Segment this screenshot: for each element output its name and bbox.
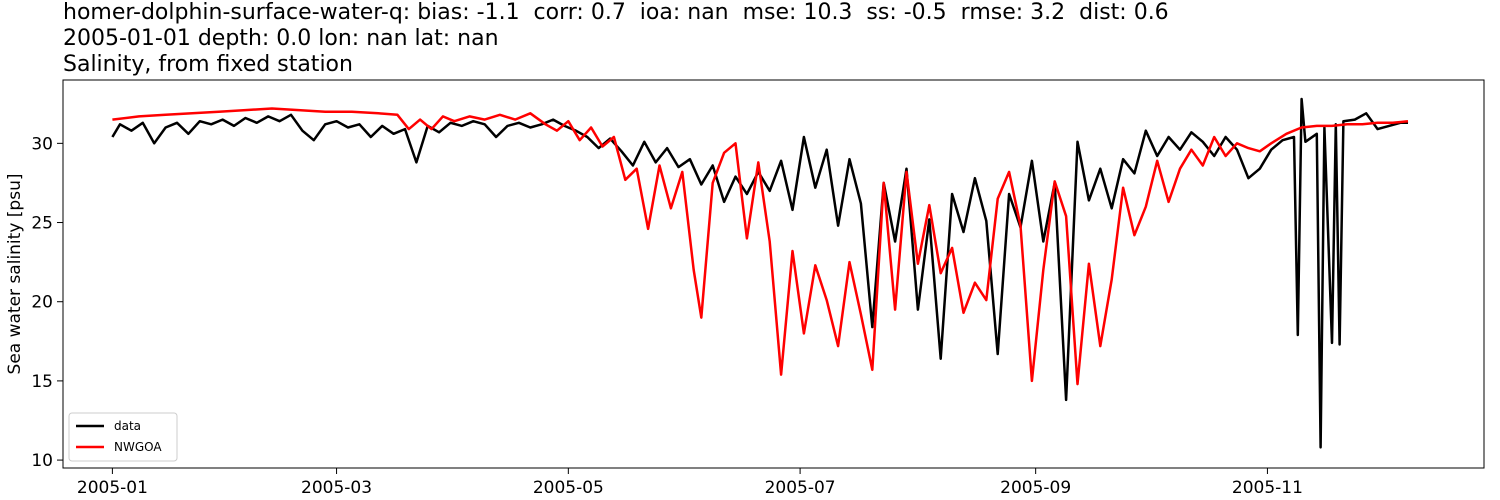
legend-label-nwgoa: NWGOA (114, 440, 162, 454)
series-line-data (111, 97, 1408, 449)
legend-label-data: data (114, 419, 141, 433)
x-tick-label: 2005-03 (301, 478, 372, 498)
y-tick-label: 25 (31, 214, 53, 234)
chart-titles: homer-dolphin-surface-water-q: bias: -1.… (63, 0, 1483, 78)
x-tick-label: 2005-09 (1000, 478, 1071, 498)
legend: data NWGOA (68, 412, 178, 462)
x-axis: 2005-01 2005-03 2005-05 2005-07 2005-09 2005-… (77, 468, 1303, 498)
series-line-nwgoa (112, 107, 1409, 386)
x-tick-label: 2005-05 (533, 478, 604, 498)
x-tick-label: 2005-01 (77, 478, 148, 498)
y-tick-label: 15 (31, 372, 53, 392)
y-tick-label: 20 (31, 293, 53, 313)
y-tick-label: 30 (31, 134, 53, 154)
y-tick-label: 10 (31, 451, 53, 471)
chart-title-line-3: Salinity, from fixed station (63, 52, 353, 77)
chart-title-line-1: homer-dolphin-surface-water-q: bias: -1.… (63, 0, 1169, 25)
series-layer (111, 97, 1409, 449)
chart-title-line-2: 2005-01-01 depth: 0.0 lon: nan lat: nan (63, 26, 499, 51)
y-axis-label: Sea water salinity [psu] (5, 174, 25, 375)
x-tick-label: 2005-11 (1232, 478, 1303, 498)
y-axis: 10 15 20 25 30 (31, 134, 63, 471)
x-tick-label: 2005-07 (765, 478, 836, 498)
